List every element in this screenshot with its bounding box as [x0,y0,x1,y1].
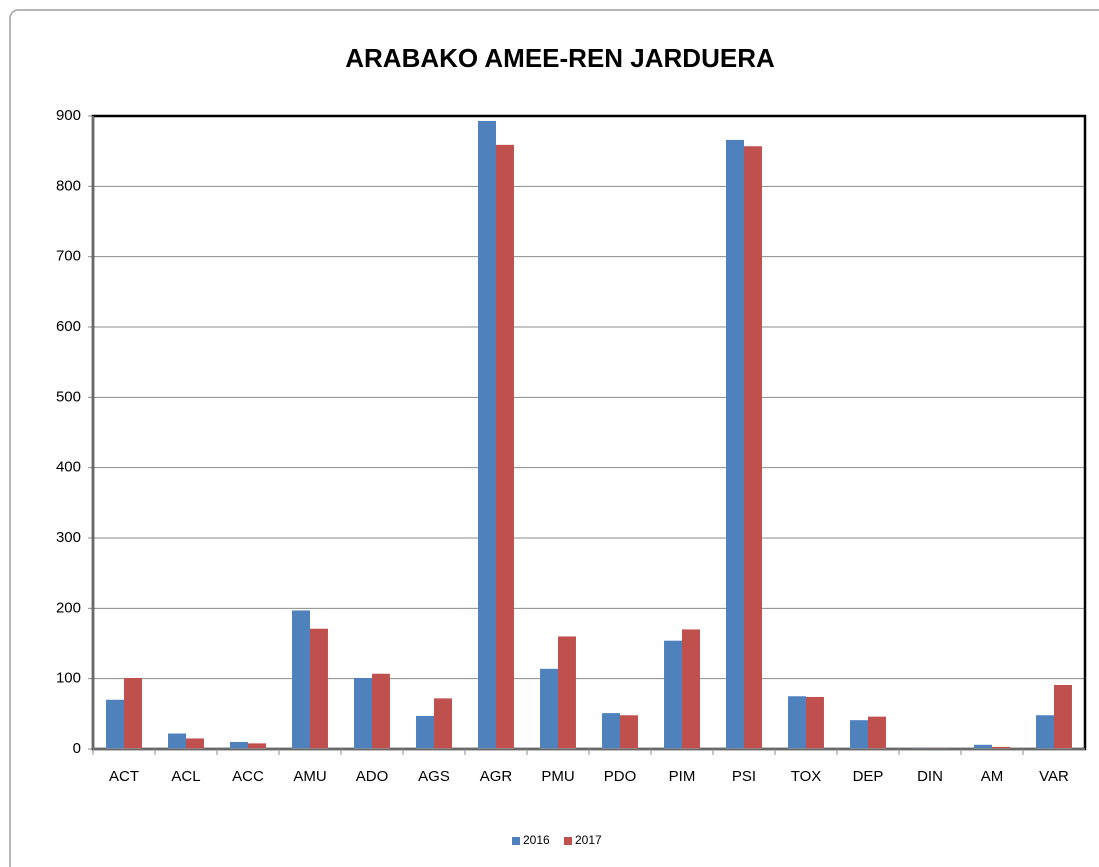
bar [1054,684,1072,749]
y-tick-label: 700 [56,248,81,265]
y-tick-label: 100 [56,670,81,687]
x-tick-label: PIM [669,768,696,785]
bar [1036,715,1054,749]
bar [168,733,186,749]
legend-swatch [512,837,520,845]
bar [186,738,204,749]
bar [850,720,868,749]
x-tick-label: ACC [232,768,264,785]
bar [230,741,248,749]
bar [806,696,824,749]
bar [868,716,886,749]
x-tick-label: ADO [356,768,389,785]
bar [726,139,744,749]
y-tick-label: 800 [56,177,81,194]
x-tick-label: ACL [171,768,200,785]
bar [974,744,992,749]
legend-swatch [564,837,572,845]
x-tick-label: TOX [791,768,822,785]
legend-label: 2017 [575,833,602,847]
y-tick-label: 500 [56,388,81,405]
x-tick-label: AMU [293,768,326,785]
chart-title: ARABAKO AMEE-REN JARDUERA [345,43,775,73]
bar [744,146,762,749]
x-tick-label: PDO [604,768,637,785]
x-tick-label: ACT [109,768,139,785]
bar [124,677,142,749]
bar [992,746,1010,749]
bar [248,743,266,749]
y-tick-label: 300 [56,529,81,546]
bar [292,610,310,749]
x-tick-label: AGR [480,768,513,785]
bar [558,636,576,749]
y-tick-label: 200 [56,599,81,616]
bar [416,715,434,749]
y-tick-label: 400 [56,459,81,476]
bar [540,668,558,749]
chart-border [9,9,1099,867]
bar [310,628,328,749]
x-tick-label: PMU [541,768,574,785]
bar [496,144,514,749]
y-tick-label: 0 [73,740,81,757]
x-tick-label: PSI [732,768,756,785]
bar [788,696,806,749]
bar [434,698,452,749]
x-tick-label: DIN [917,768,943,785]
x-tick-label: VAR [1039,768,1069,785]
y-tick-label: 900 [56,107,81,124]
legend-label: 2016 [523,833,550,847]
bar [354,677,372,749]
x-tick-label: AM [981,768,1004,785]
bar [372,673,390,749]
bar [682,629,700,749]
x-tick-label: DEP [853,768,884,785]
bar [620,715,638,749]
bar [106,699,124,749]
bar [664,640,682,749]
y-tick-label: 600 [56,318,81,335]
x-tick-label: AGS [418,768,450,785]
bar [602,713,620,749]
bar [478,120,496,749]
